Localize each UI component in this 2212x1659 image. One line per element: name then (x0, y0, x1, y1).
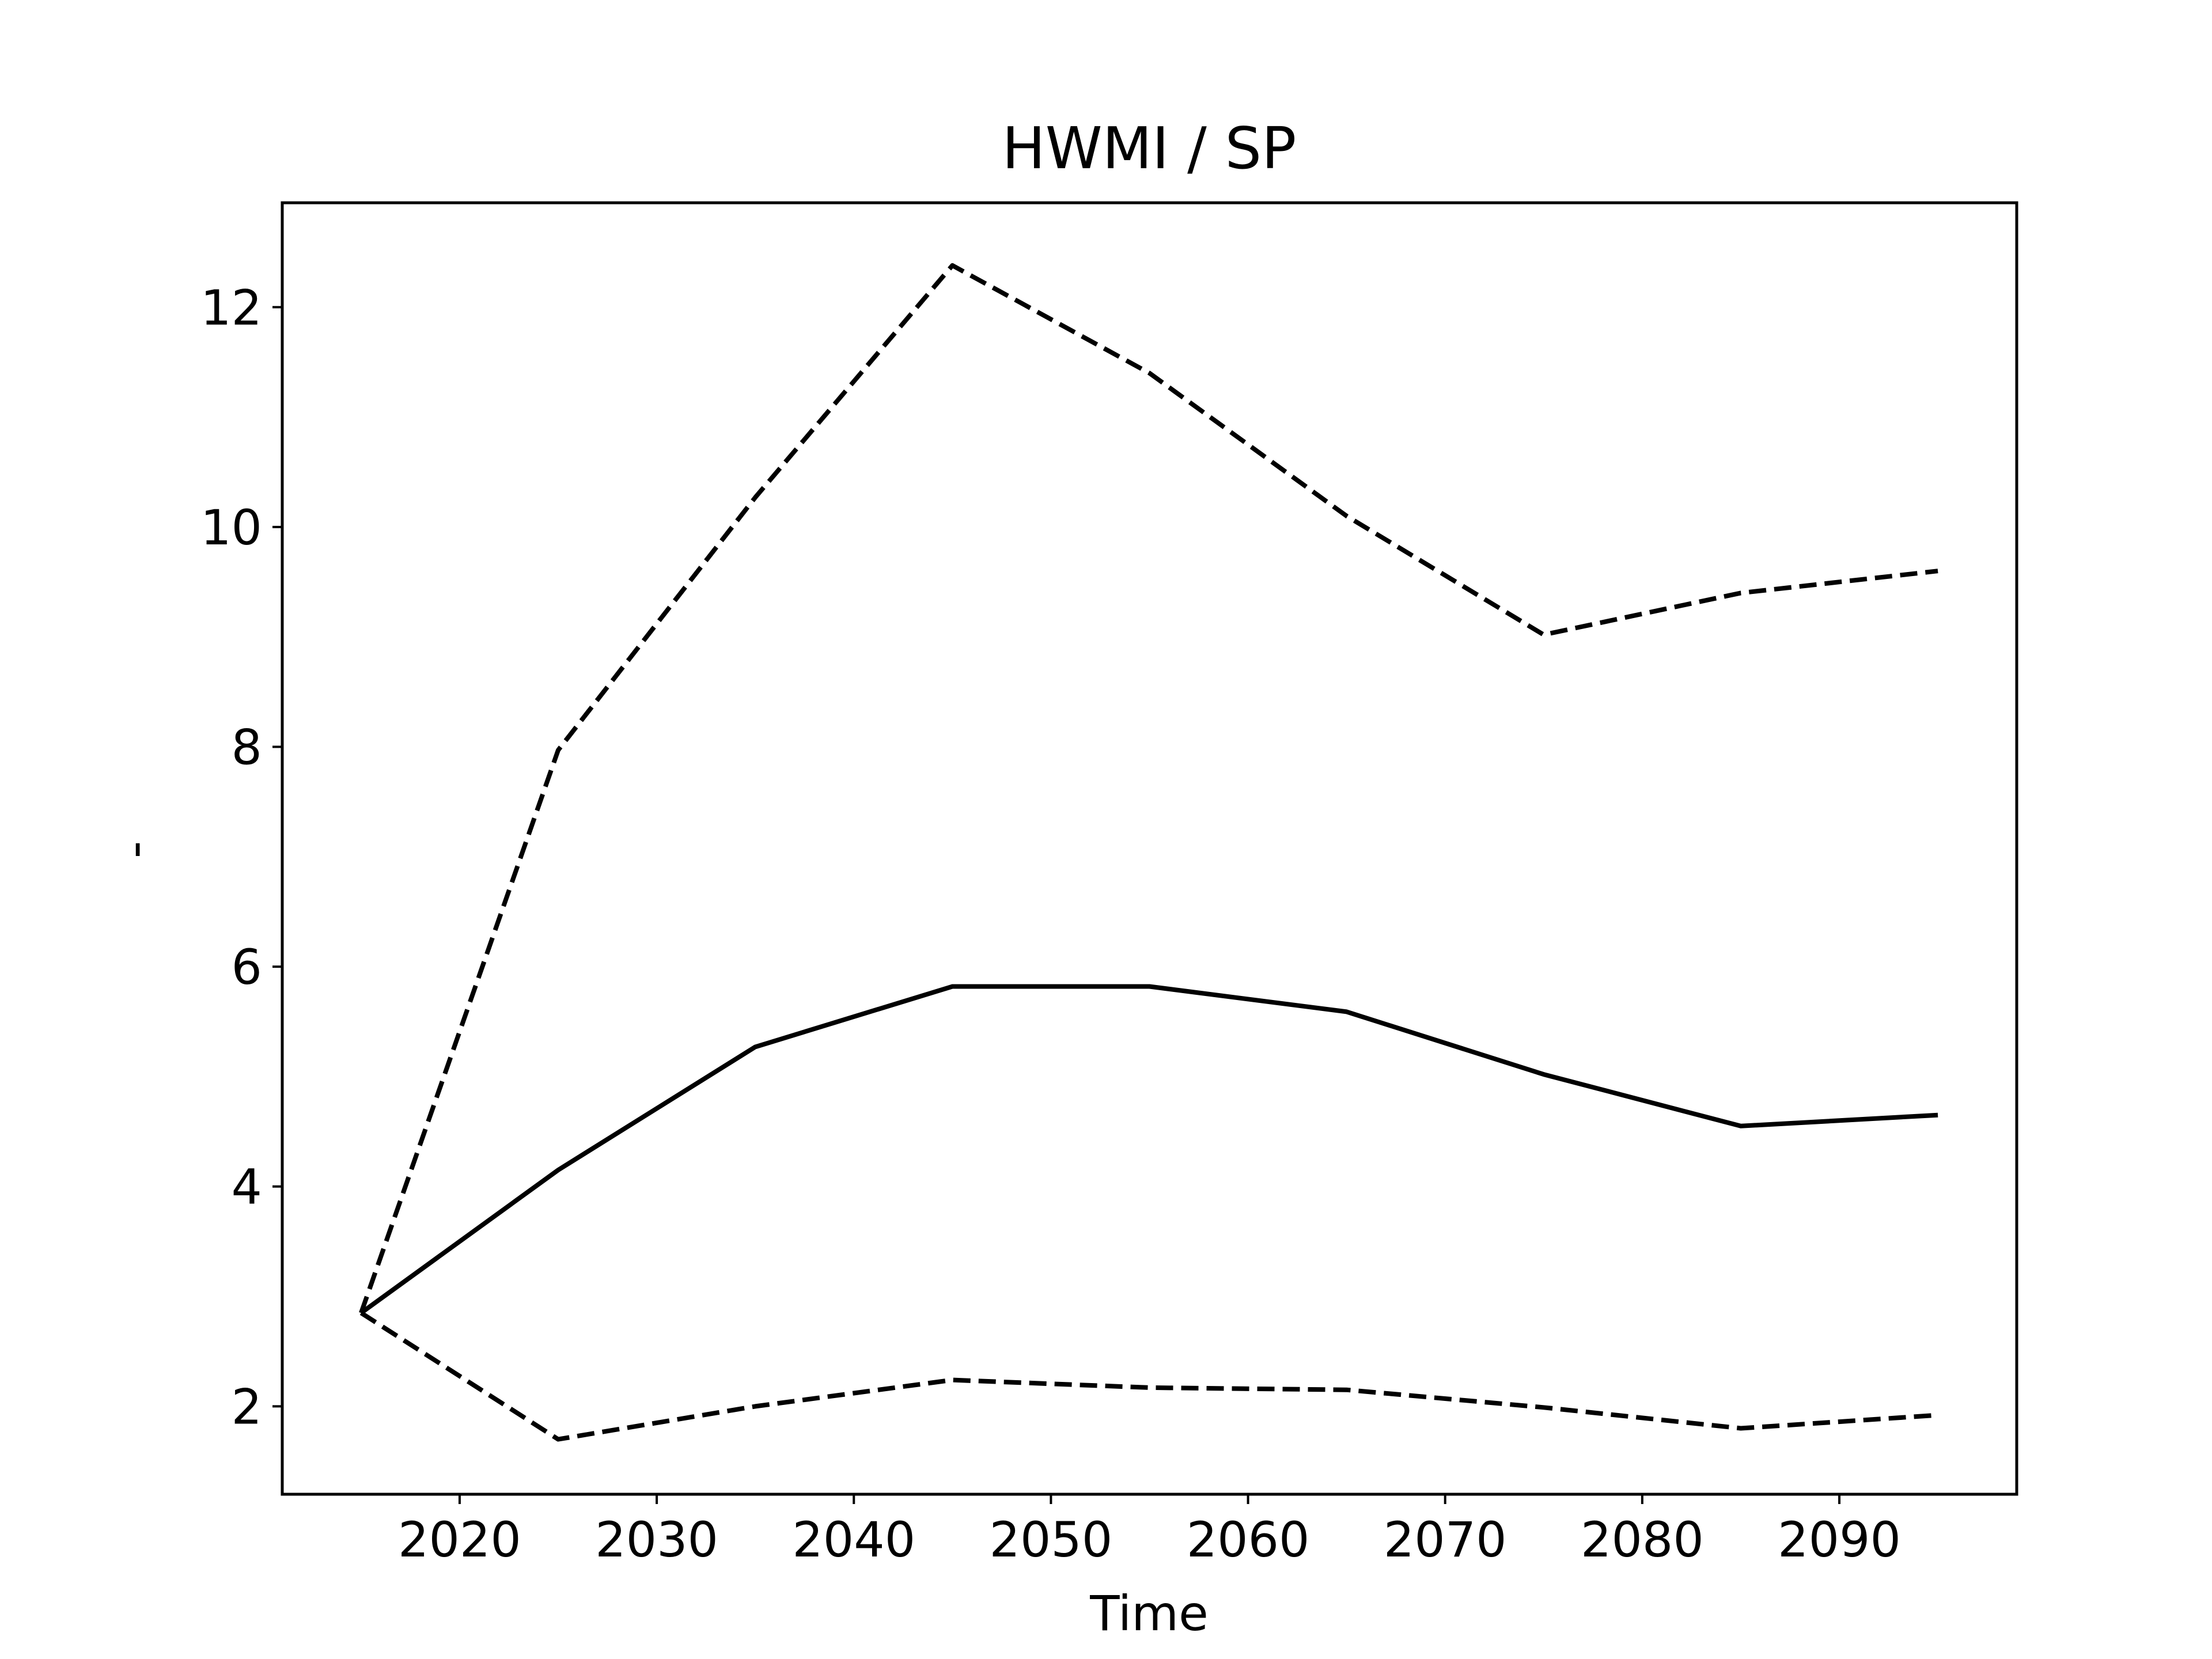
x-tick-label: 2080 (1581, 1512, 1704, 1568)
plot-frame (281, 201, 2018, 1496)
x-tick-label: 2040 (792, 1512, 915, 1568)
x-tick-label: 2060 (1187, 1512, 1310, 1568)
y-tick-label: 10 (200, 499, 262, 556)
y-axis-label: - (106, 841, 162, 858)
series-line-2 (359, 263, 1938, 1314)
x-axis-label: Time (1089, 1585, 1209, 1642)
x-axis: 2020 2030 2040 2050 2060 2070 2080 2090 (398, 1494, 1901, 1568)
y-tick-label: 2 (232, 1378, 262, 1435)
y-tick-label: 12 (200, 279, 262, 336)
y-tick-label: 6 (232, 939, 262, 995)
chart-title: HWMI / SP (1002, 115, 1297, 182)
plot-area (359, 263, 1938, 1442)
x-tick-label: 2020 (398, 1512, 521, 1568)
series-line-1 (359, 984, 1938, 1315)
y-axis: 2 4 6 8 10 12 (200, 279, 282, 1435)
x-tick-label: 2030 (595, 1512, 718, 1568)
x-tick-label: 2070 (1384, 1512, 1507, 1568)
x-tick-label: 2050 (990, 1512, 1113, 1568)
series-line-3 (359, 1310, 1938, 1442)
x-tick-label: 2090 (1778, 1512, 1901, 1568)
y-tick-label: 8 (232, 719, 262, 776)
y-tick-label: 4 (232, 1159, 262, 1215)
